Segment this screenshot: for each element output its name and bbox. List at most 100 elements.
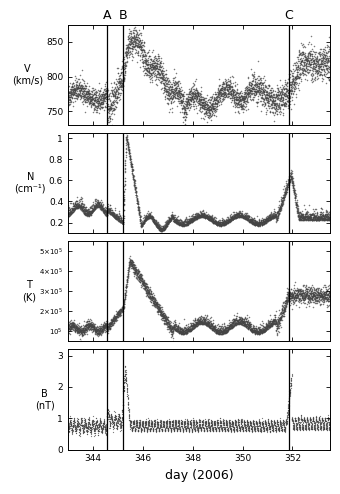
Point: [284, 295, 289, 303]
Point: [271, 424, 276, 432]
Point: [308, 60, 314, 68]
Point: [96, 100, 101, 108]
Point: [248, 419, 253, 427]
Point: [226, 418, 232, 426]
Point: [207, 427, 212, 435]
Point: [208, 93, 213, 101]
Point: [157, 224, 162, 232]
Point: [201, 427, 207, 435]
Point: [290, 291, 295, 299]
Point: [236, 213, 241, 221]
Point: [299, 56, 305, 64]
Point: [107, 421, 113, 429]
Point: [149, 419, 154, 427]
Point: [293, 417, 298, 425]
Point: [73, 82, 79, 89]
Point: [162, 84, 168, 92]
Point: [208, 415, 214, 423]
Point: [312, 213, 318, 221]
Point: [157, 308, 162, 316]
Point: [261, 325, 267, 333]
Point: [93, 324, 99, 332]
Point: [294, 206, 300, 213]
Point: [240, 95, 246, 103]
Point: [71, 201, 77, 208]
Point: [298, 65, 303, 73]
Point: [74, 425, 79, 433]
Point: [270, 84, 275, 92]
Point: [267, 424, 273, 432]
Point: [246, 425, 252, 433]
Point: [95, 327, 100, 334]
Point: [321, 422, 327, 430]
Point: [243, 425, 249, 433]
Point: [284, 87, 289, 95]
Point: [146, 289, 151, 297]
Point: [229, 213, 235, 221]
Point: [159, 426, 165, 434]
Point: [255, 427, 260, 435]
Point: [196, 88, 201, 96]
Point: [91, 203, 97, 210]
Point: [139, 275, 144, 283]
Point: [154, 299, 159, 307]
Point: [198, 100, 204, 108]
Point: [132, 24, 137, 32]
Point: [76, 319, 82, 327]
Point: [76, 80, 81, 87]
Point: [321, 296, 326, 304]
Point: [101, 206, 107, 213]
Point: [108, 92, 113, 100]
Point: [147, 214, 152, 222]
Point: [307, 216, 312, 224]
Point: [119, 57, 124, 65]
Point: [72, 328, 77, 336]
Point: [244, 86, 250, 94]
Point: [193, 321, 199, 329]
Point: [73, 93, 79, 101]
Point: [179, 85, 185, 93]
Point: [209, 110, 215, 118]
Point: [105, 409, 110, 417]
Point: [179, 98, 185, 106]
Point: [275, 319, 280, 327]
Point: [303, 56, 309, 64]
Point: [308, 47, 313, 55]
Point: [289, 291, 294, 299]
Point: [292, 421, 297, 429]
Point: [84, 324, 89, 332]
Point: [102, 321, 107, 329]
Point: [256, 87, 261, 95]
Point: [178, 422, 183, 430]
Point: [287, 292, 293, 300]
Point: [235, 319, 241, 327]
Point: [255, 95, 261, 103]
Point: [212, 421, 218, 429]
Point: [216, 216, 222, 224]
Point: [186, 97, 191, 105]
Point: [251, 420, 256, 428]
Point: [207, 322, 213, 329]
Point: [277, 315, 283, 323]
Point: [202, 315, 207, 323]
Point: [315, 66, 320, 74]
Point: [235, 319, 240, 327]
Point: [219, 426, 224, 434]
Point: [74, 203, 79, 211]
Point: [124, 386, 130, 394]
Point: [266, 91, 271, 99]
Point: [103, 430, 108, 438]
Point: [179, 98, 184, 106]
Point: [118, 82, 124, 89]
Point: [163, 70, 169, 78]
Point: [228, 320, 234, 328]
Point: [272, 212, 277, 220]
Point: [232, 321, 237, 329]
Point: [208, 322, 214, 330]
Point: [289, 174, 294, 182]
Point: [276, 318, 282, 326]
Point: [307, 215, 312, 223]
Point: [160, 307, 165, 315]
Point: [96, 329, 101, 337]
Point: [303, 298, 308, 306]
